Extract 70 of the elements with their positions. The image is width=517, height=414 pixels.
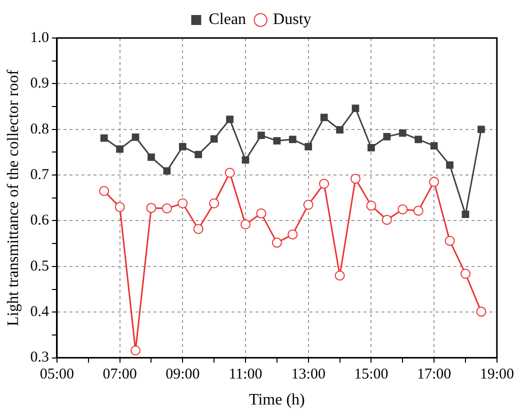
point	[398, 204, 408, 214]
y-tick-label: 0.9	[30, 76, 49, 92]
point	[148, 154, 155, 161]
point	[116, 145, 124, 153]
point	[352, 104, 360, 112]
point	[382, 214, 392, 225]
x-tick-label: 13:00	[291, 366, 326, 383]
point	[478, 126, 485, 134]
point	[288, 136, 296, 144]
point	[336, 126, 344, 134]
point	[366, 200, 376, 211]
point	[258, 132, 265, 139]
point	[130, 345, 141, 356]
point	[303, 200, 314, 210]
x-tick-label: 17:00	[416, 366, 452, 383]
point	[146, 202, 156, 213]
y-tick-label: 0.4	[30, 304, 50, 320]
legend-label: Dusty	[273, 11, 312, 28]
point	[304, 143, 312, 150]
point	[99, 186, 110, 196]
point	[163, 167, 171, 175]
x-tick-label: 11:00	[228, 366, 262, 383]
x-tick-label: 15:00	[354, 366, 388, 383]
point	[240, 219, 251, 230]
point	[288, 229, 298, 240]
point	[242, 156, 250, 164]
point	[334, 270, 345, 281]
point	[193, 224, 204, 234]
y-axis-title: Light transmittance of the collector roof	[4, 69, 22, 326]
x-tick-label: 07:00	[102, 366, 137, 383]
x-axis-title: Time (h)	[249, 392, 305, 409]
y-tick-label: 0.3	[30, 350, 49, 366]
point	[178, 198, 188, 208]
point	[368, 144, 375, 152]
point	[224, 168, 235, 178]
point	[476, 306, 486, 317]
point	[178, 143, 186, 150]
point	[413, 206, 424, 216]
point	[414, 136, 422, 144]
point	[430, 142, 438, 150]
legend-label: Clean	[208, 11, 246, 28]
point	[132, 133, 140, 141]
point	[226, 116, 234, 124]
point	[100, 134, 108, 142]
x-tick-label: 05:00	[40, 366, 74, 383]
point	[398, 129, 406, 137]
point	[446, 161, 454, 169]
y-tick-label: 0.5	[30, 258, 49, 274]
point	[350, 174, 360, 184]
point	[256, 208, 266, 218]
point	[210, 135, 218, 143]
point	[194, 150, 202, 158]
y-tick-label: 1.0	[30, 30, 49, 46]
point	[462, 210, 470, 218]
point	[273, 137, 281, 144]
point	[383, 133, 391, 140]
point	[319, 178, 330, 189]
point	[320, 114, 328, 122]
x-tick-label: 09:00	[166, 366, 200, 383]
point	[114, 202, 125, 212]
x-tick-label: 19:00	[480, 366, 514, 383]
y-tick-label: 0.8	[30, 121, 49, 138]
point	[429, 176, 440, 187]
point	[162, 203, 172, 214]
y-tick-label: 0.6	[30, 212, 50, 229]
point	[209, 198, 220, 208]
point	[460, 268, 470, 279]
y-tick-label: 0.7	[30, 166, 50, 183]
point	[272, 238, 282, 248]
point	[444, 236, 455, 246]
